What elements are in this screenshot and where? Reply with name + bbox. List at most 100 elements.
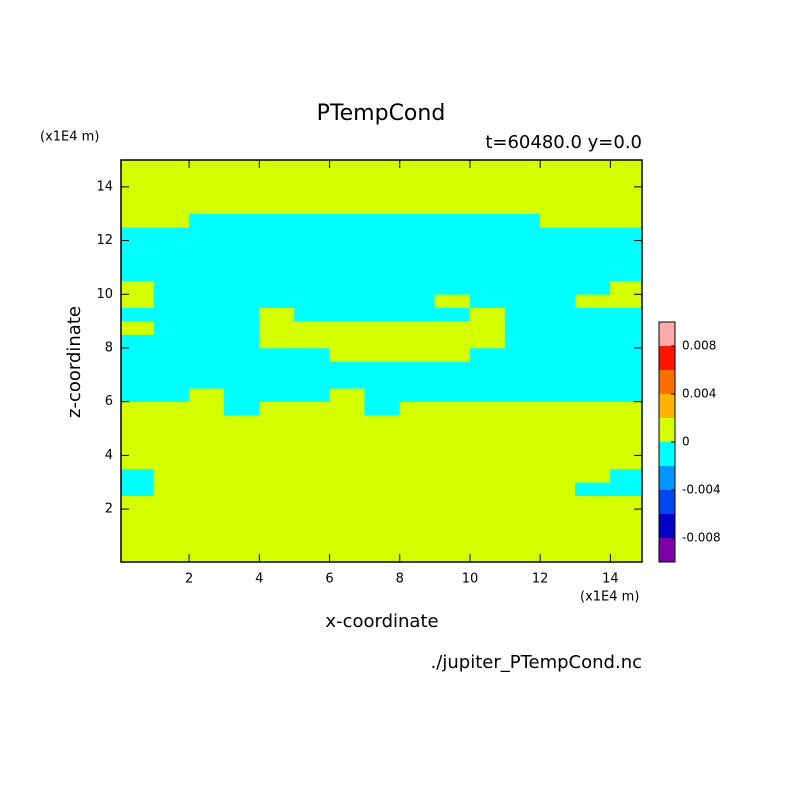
cell [399, 535, 436, 550]
cell [539, 522, 576, 537]
cell [364, 226, 401, 241]
cell [188, 481, 225, 496]
cell [539, 307, 576, 322]
cell [504, 481, 541, 496]
cell [121, 361, 155, 376]
cell [121, 280, 155, 295]
colorbar-tick-label: 0 [682, 435, 690, 449]
cell [574, 267, 611, 282]
cell [294, 401, 330, 416]
cell [399, 508, 436, 523]
cell [153, 253, 190, 268]
cell [469, 293, 506, 308]
cell [259, 240, 295, 255]
cell [610, 240, 642, 255]
cell [434, 455, 471, 470]
cell [574, 401, 611, 416]
cell [188, 535, 225, 550]
y-tick-label: 10 [96, 287, 113, 302]
cell [294, 428, 330, 443]
cell [188, 414, 225, 429]
cell [539, 320, 576, 335]
cell [539, 481, 576, 496]
cell [539, 199, 576, 215]
cell [610, 374, 642, 389]
cell [539, 293, 576, 308]
cell [469, 428, 506, 443]
cell [294, 320, 330, 335]
cell [153, 414, 190, 429]
cell [223, 441, 260, 456]
cell [188, 186, 225, 201]
cell [294, 508, 330, 523]
cell [364, 387, 401, 402]
cell [153, 535, 190, 550]
cell [188, 173, 225, 188]
cell [223, 387, 260, 402]
cell [121, 455, 155, 470]
cell [364, 293, 401, 308]
cell [399, 320, 436, 335]
colorbar-segment [659, 418, 675, 442]
colorbar-segment [659, 490, 675, 514]
cell [153, 293, 190, 308]
cell [610, 293, 642, 308]
cell [329, 468, 365, 483]
cell [259, 173, 295, 188]
x-unit: (x1E4 m) [580, 590, 639, 605]
cell [121, 374, 155, 389]
cell [610, 441, 642, 456]
cell [469, 173, 506, 188]
cell [223, 361, 260, 376]
cell [504, 240, 541, 255]
cell [469, 320, 506, 335]
cell [329, 186, 365, 201]
cell [434, 213, 471, 228]
cell [188, 522, 225, 537]
cell [610, 280, 642, 295]
cell [294, 293, 330, 308]
cell [539, 280, 576, 295]
colorbar-segment [659, 538, 675, 562]
cell [539, 549, 576, 562]
cell [294, 535, 330, 550]
cell [610, 320, 642, 335]
cell [153, 347, 190, 362]
cell [574, 441, 611, 456]
cell [469, 253, 506, 268]
cell [121, 387, 155, 402]
cell [504, 199, 541, 215]
cell [153, 428, 190, 443]
cell [539, 334, 576, 349]
cell [294, 481, 330, 496]
cell [259, 347, 295, 362]
cell [574, 293, 611, 308]
cell [259, 387, 295, 402]
cell [153, 186, 190, 201]
cell [434, 307, 471, 322]
cell [188, 495, 225, 510]
cell [294, 280, 330, 295]
cell [504, 441, 541, 456]
cell [469, 374, 506, 389]
cell [610, 508, 642, 523]
cell [539, 267, 576, 282]
cell [259, 267, 295, 282]
cell [399, 374, 436, 389]
cell [399, 522, 436, 537]
cell [223, 428, 260, 443]
cell [188, 347, 225, 362]
cell [259, 160, 295, 174]
cell [434, 481, 471, 496]
cell [259, 213, 295, 228]
cell [364, 280, 401, 295]
cell [153, 508, 190, 523]
cell [610, 522, 642, 537]
cell [294, 267, 330, 282]
cell [399, 253, 436, 268]
cell [469, 549, 506, 562]
cell [364, 468, 401, 483]
cell [574, 186, 611, 201]
cell [121, 226, 155, 241]
